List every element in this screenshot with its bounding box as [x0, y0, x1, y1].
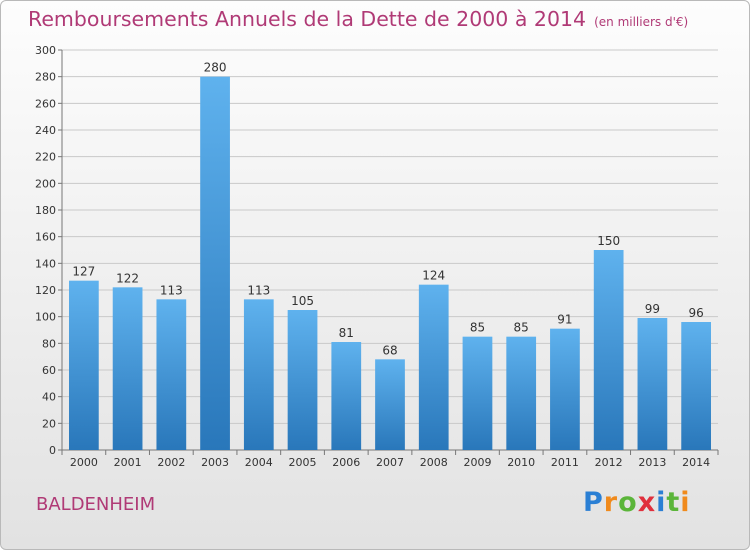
y-tick-label: 220 [35, 151, 56, 164]
bar [506, 336, 537, 450]
x-tick-label: 2003 [201, 456, 229, 469]
bar [418, 284, 449, 450]
y-tick-label: 300 [35, 44, 56, 57]
y-tick-label: 200 [35, 177, 56, 190]
x-tick-label: 2007 [376, 456, 404, 469]
data-label: 91 [557, 313, 572, 327]
y-tick-label: 240 [35, 124, 56, 137]
bar [112, 287, 143, 450]
chart-title-block: Remboursements Annuels de la Dette de 20… [28, 7, 688, 31]
x-tick-label: 2013 [638, 456, 666, 469]
data-label: 280 [204, 61, 227, 75]
bar [462, 336, 493, 450]
data-labels: 127 122 113 280 113 105 81 68 124 85 85 91 150 99 96 [72, 61, 703, 358]
y-tick-label: 0 [49, 444, 56, 457]
bar [68, 280, 99, 450]
bar [550, 328, 580, 450]
y-tick-label: 260 [35, 97, 56, 110]
y-tick-label: 280 [35, 71, 56, 84]
x-tick-label: 2005 [289, 456, 317, 469]
data-label: 99 [645, 302, 660, 316]
bar [287, 310, 318, 450]
x-tick-label: 2012 [595, 456, 623, 469]
y-tick-label: 180 [35, 204, 56, 217]
x-tick-label: 2009 [463, 456, 491, 469]
data-label: 150 [597, 234, 620, 248]
municipality-name: BALDENHEIM [36, 494, 156, 515]
logo-letter: P [583, 487, 604, 518]
data-label: 85 [470, 321, 485, 335]
bar [637, 318, 668, 450]
data-label: 68 [382, 343, 397, 357]
bar [681, 322, 712, 450]
y-tick-label: 80 [42, 337, 56, 350]
bar [243, 299, 274, 450]
data-label: 81 [339, 326, 354, 340]
bar [593, 250, 624, 450]
data-label: 127 [72, 265, 95, 279]
y-tick-label: 40 [42, 391, 56, 404]
bar [200, 76, 230, 451]
x-tick-label: 2004 [245, 456, 273, 469]
x-tick-label: 2000 [70, 456, 98, 469]
data-label: 85 [514, 321, 529, 335]
proxiti-logo: Proxiti [583, 487, 691, 518]
data-label: 122 [116, 271, 139, 285]
x-tick-label: 2002 [157, 456, 185, 469]
x-tick-label: 2008 [420, 456, 448, 469]
logo-letter: r [603, 487, 619, 518]
logo-letter: o [618, 487, 638, 518]
bar [331, 342, 362, 450]
data-label: 105 [291, 294, 314, 308]
x-tick-label: 2006 [332, 456, 360, 469]
logo-letter: i [656, 487, 667, 518]
data-label: 113 [160, 283, 183, 297]
logo-letter: x [637, 487, 657, 518]
y-tick-label: 120 [35, 284, 56, 297]
data-label: 124 [422, 269, 445, 283]
data-label: 96 [688, 306, 703, 320]
chart-subtitle: (en milliers d'€) [594, 15, 689, 29]
logo-letter: t [666, 487, 681, 518]
x-tick-label: 2010 [507, 456, 535, 469]
y-tick-label: 160 [35, 231, 56, 244]
chart-title: Remboursements Annuels de la Dette de 20… [28, 7, 587, 31]
x-tick-label: 2014 [682, 456, 710, 469]
y-tick-label: 100 [35, 311, 56, 324]
y-tick-label: 20 [42, 417, 56, 430]
data-label: 113 [247, 283, 270, 297]
bar [156, 299, 187, 450]
bars [68, 76, 712, 451]
y-tick-label: 60 [42, 364, 56, 377]
x-tick-label: 2001 [114, 456, 142, 469]
bar [375, 359, 405, 450]
logo-letter: i [680, 487, 691, 518]
y-tick-label: 140 [35, 257, 56, 270]
x-tick-label: 2011 [551, 456, 579, 469]
